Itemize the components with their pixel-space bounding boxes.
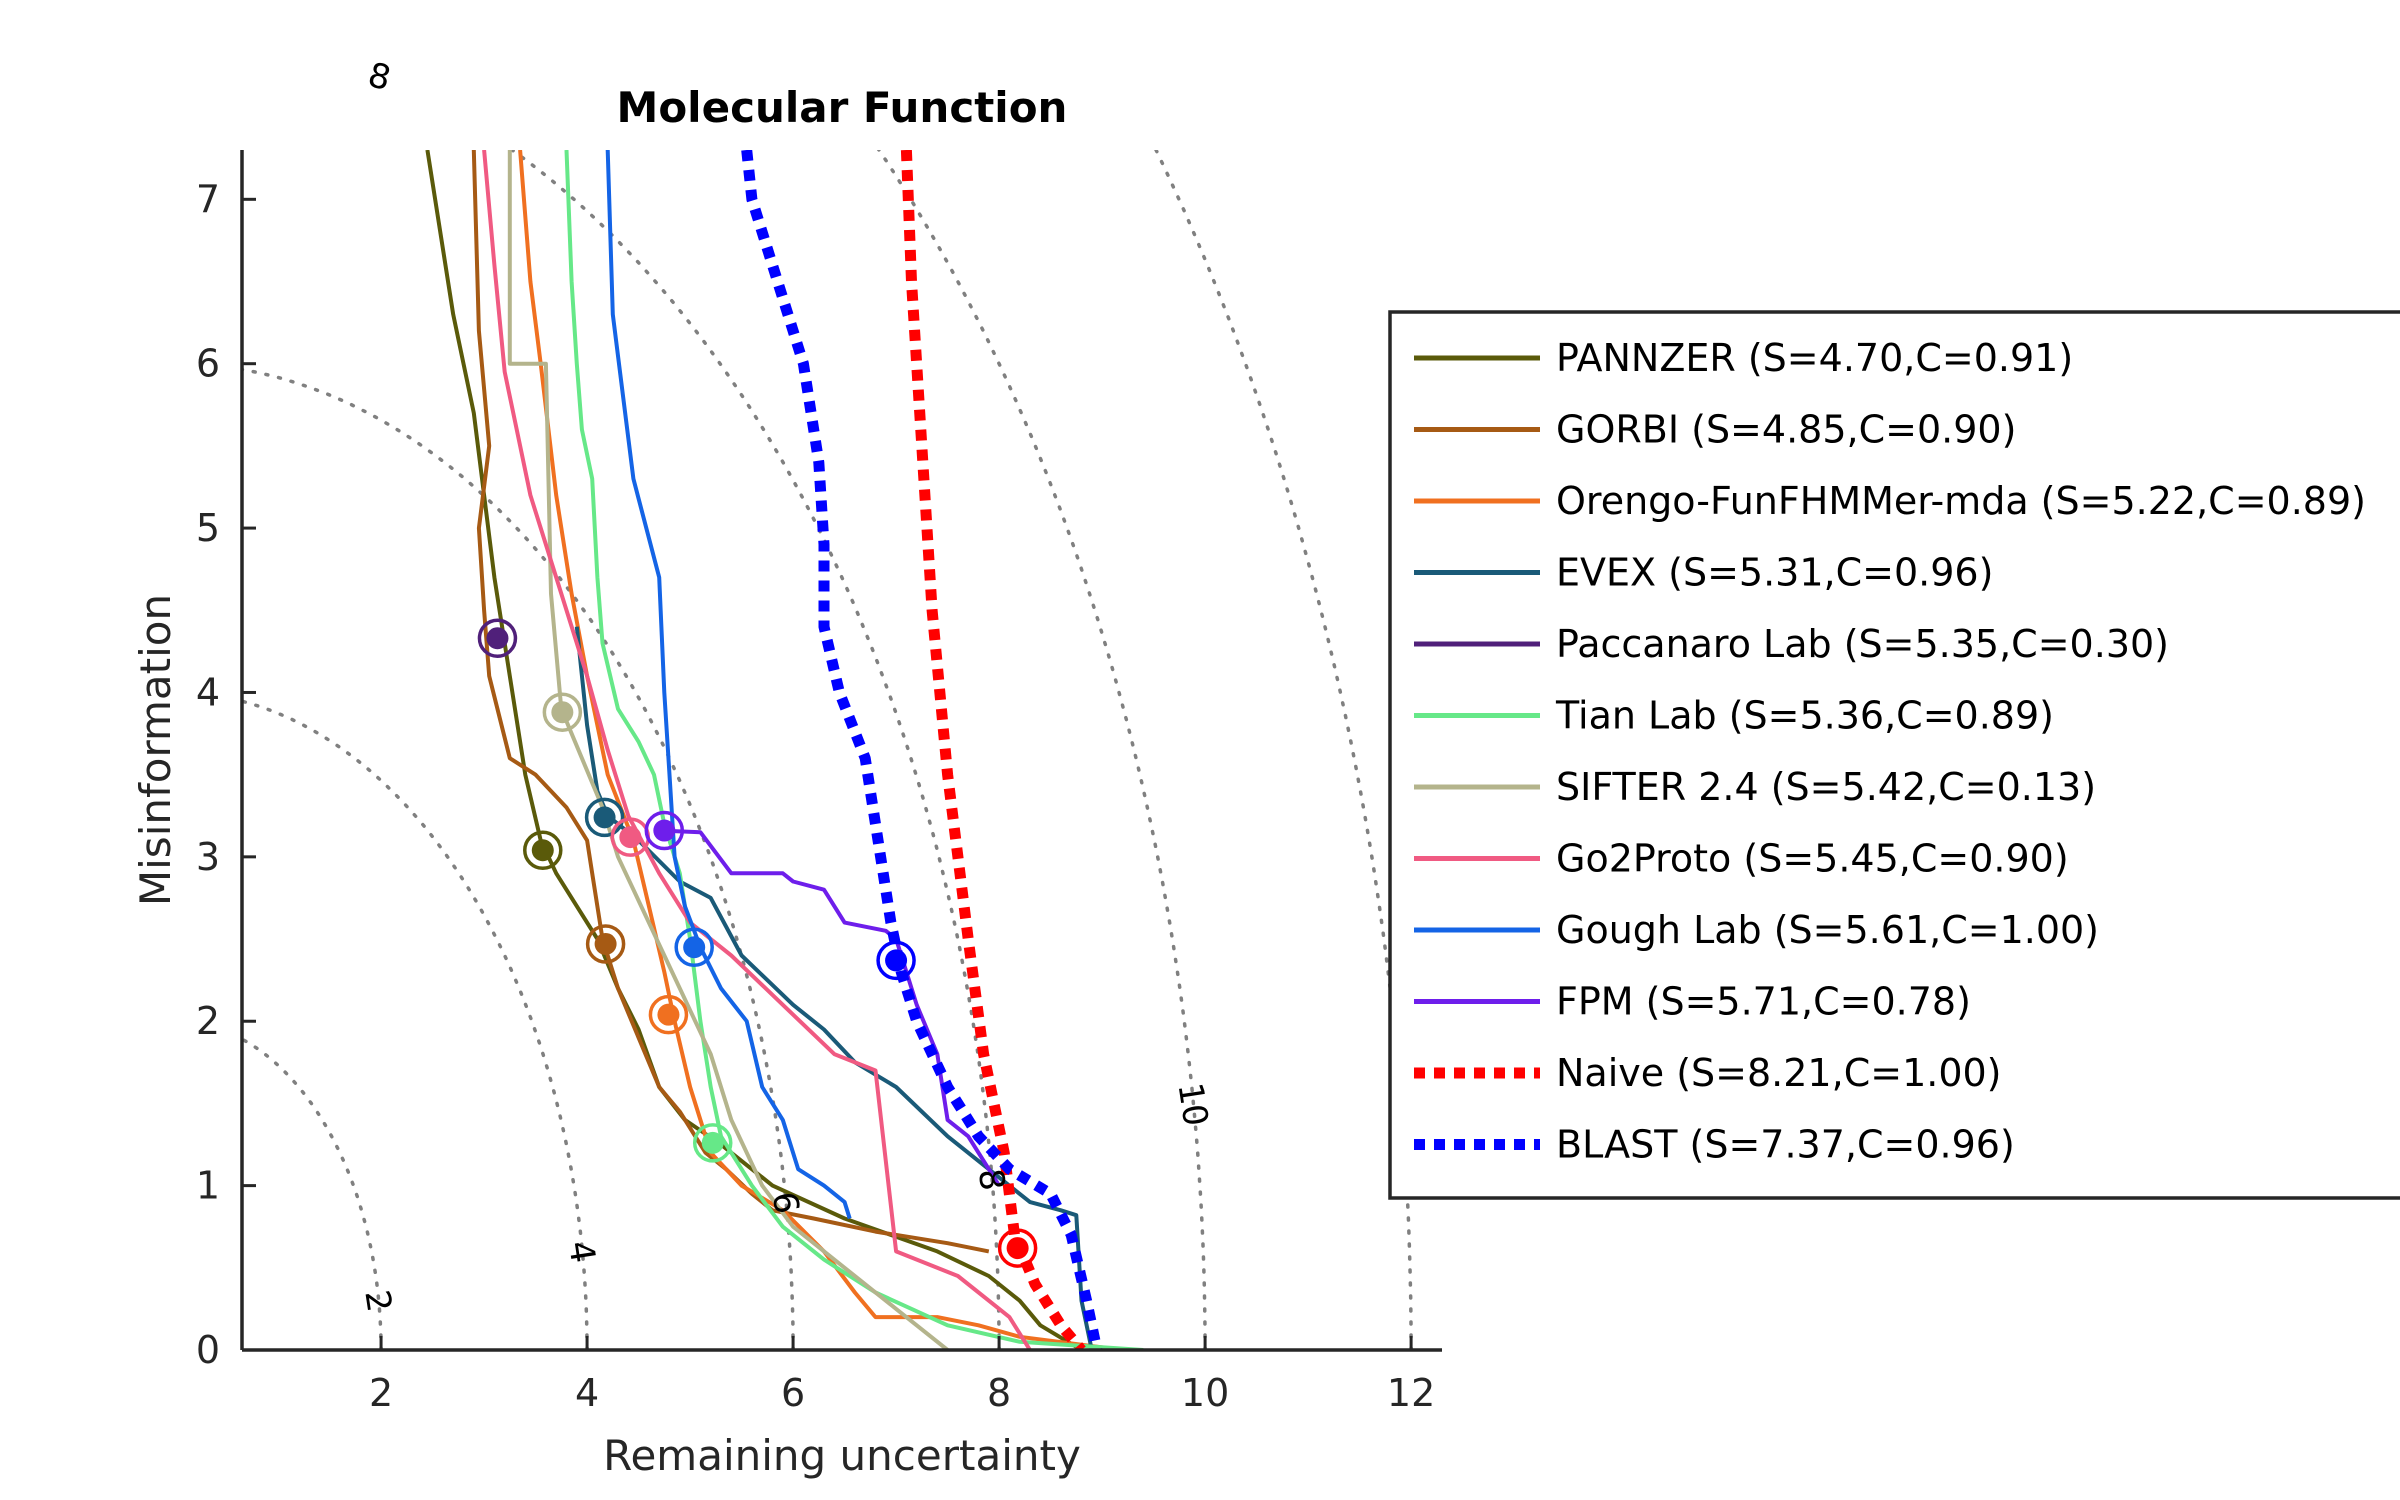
series-marker-ring bbox=[674, 927, 714, 968]
series-marker-ring bbox=[644, 810, 685, 851]
series-line bbox=[659, 828, 1001, 1187]
legend-entry: Naive (S=8.21,C=1.00) bbox=[1556, 1051, 2002, 1095]
legend-entry: Go2Proto (S=5.45,C=0.90) bbox=[1556, 837, 2069, 881]
series-marker-dot bbox=[531, 839, 554, 862]
x-tick-label: 10 bbox=[1181, 1371, 1229, 1415]
series-line bbox=[564, 150, 1144, 1350]
y-tick-label: 4 bbox=[196, 670, 220, 714]
series-line bbox=[518, 150, 1123, 1350]
contour-label: 8 bbox=[364, 55, 395, 99]
legend-box bbox=[1388, 310, 2400, 1200]
contour-3 bbox=[509, 150, 1001, 1350]
series-marker-ring bbox=[876, 940, 916, 981]
contour-label: 4 bbox=[560, 1238, 603, 1265]
series-line bbox=[741, 150, 1103, 1350]
series-marker-dot bbox=[1006, 1237, 1029, 1260]
legend-entry: BLAST (S=7.37,C=0.96) bbox=[1556, 1123, 2015, 1167]
markers-layer bbox=[477, 618, 1038, 1268]
x-tick-label: 12 bbox=[1387, 1371, 1435, 1415]
x-axis-title: Remaining uncertainty bbox=[603, 1431, 1081, 1480]
series-marker-dot bbox=[486, 627, 509, 650]
series-marker-dot bbox=[619, 826, 642, 849]
series-marker-dot bbox=[701, 1131, 724, 1154]
series-line bbox=[507, 150, 949, 1350]
series-marker-ring bbox=[648, 994, 689, 1035]
x-tick-label: 8 bbox=[987, 1371, 1011, 1415]
legend-entry: Paccanaro Lab (S=5.35,C=0.30) bbox=[1556, 622, 2169, 666]
series-marker-ring bbox=[997, 1228, 1038, 1268]
chart-title: Molecular Function bbox=[617, 83, 1068, 132]
series-line bbox=[482, 150, 1032, 1350]
contour-2 bbox=[242, 367, 795, 1350]
series-marker-ring bbox=[477, 618, 518, 658]
series-marker-dot bbox=[653, 819, 676, 842]
series-marker-dot bbox=[657, 1003, 680, 1026]
contour-1 bbox=[242, 699, 589, 1350]
series-marker-dot bbox=[593, 806, 616, 829]
series-marker-ring bbox=[585, 924, 626, 964]
contour-label: 8 bbox=[970, 1166, 1012, 1193]
series-marker-dot bbox=[683, 936, 706, 959]
y-tick-label: 1 bbox=[196, 1164, 220, 1208]
series-line bbox=[605, 150, 852, 1220]
contour-label: 10 bbox=[1169, 1080, 1215, 1129]
y-tick-label: 6 bbox=[196, 342, 220, 386]
legend-entry: Gough Lab (S=5.61,C=1.00) bbox=[1556, 908, 2099, 952]
y-tick-label: 5 bbox=[196, 506, 220, 550]
series-marker-ring bbox=[692, 1123, 733, 1163]
x-tick-label: 4 bbox=[575, 1371, 599, 1415]
x-tick-label: 6 bbox=[781, 1371, 805, 1415]
y-tick-label: 3 bbox=[196, 835, 220, 879]
series-marker-dot bbox=[551, 701, 574, 724]
legend-entry: FPM (S=5.71,C=0.78) bbox=[1556, 980, 1971, 1024]
legend-entry: PANNZER (S=4.70,C=0.91) bbox=[1556, 336, 2073, 380]
series-marker-dot bbox=[594, 932, 617, 955]
series-layer bbox=[425, 150, 1144, 1350]
x-tick-label: 2 bbox=[369, 1371, 393, 1415]
contour-label: 2 bbox=[356, 1287, 399, 1314]
legend-entry: EVEX (S=5.31,C=0.96) bbox=[1556, 551, 1993, 595]
series-marker-ring bbox=[542, 692, 583, 732]
contour-label: 6 bbox=[764, 1189, 807, 1216]
y-axis-title: Misinformation bbox=[131, 594, 180, 906]
contour-lines bbox=[242, 150, 1413, 1350]
legend-entry: SIFTER 2.4 (S=5.42,C=0.13) bbox=[1556, 765, 2096, 809]
legend-entry: GORBI (S=4.85,C=0.90) bbox=[1556, 408, 2016, 452]
y-tick-label: 7 bbox=[196, 177, 220, 221]
legend: PANNZER (S=4.70,C=0.91) GORBI (S=4.85,C=0… bbox=[1388, 310, 2400, 1200]
legend-entry: Tian Lab (S=5.36,C=0.89) bbox=[1555, 694, 2054, 738]
y-tick-label: 0 bbox=[196, 1328, 220, 1372]
series-line bbox=[900, 150, 1086, 1350]
series-marker-ring bbox=[523, 830, 563, 871]
contour-4 bbox=[876, 150, 1207, 1350]
legend-entry: Orengo-FunFHMMer-mda (S=5.22,C=0.89) bbox=[1556, 479, 2366, 523]
series-marker-ring bbox=[584, 797, 625, 838]
y-tick-label: 2 bbox=[196, 999, 220, 1043]
series-marker-dot bbox=[885, 949, 908, 972]
